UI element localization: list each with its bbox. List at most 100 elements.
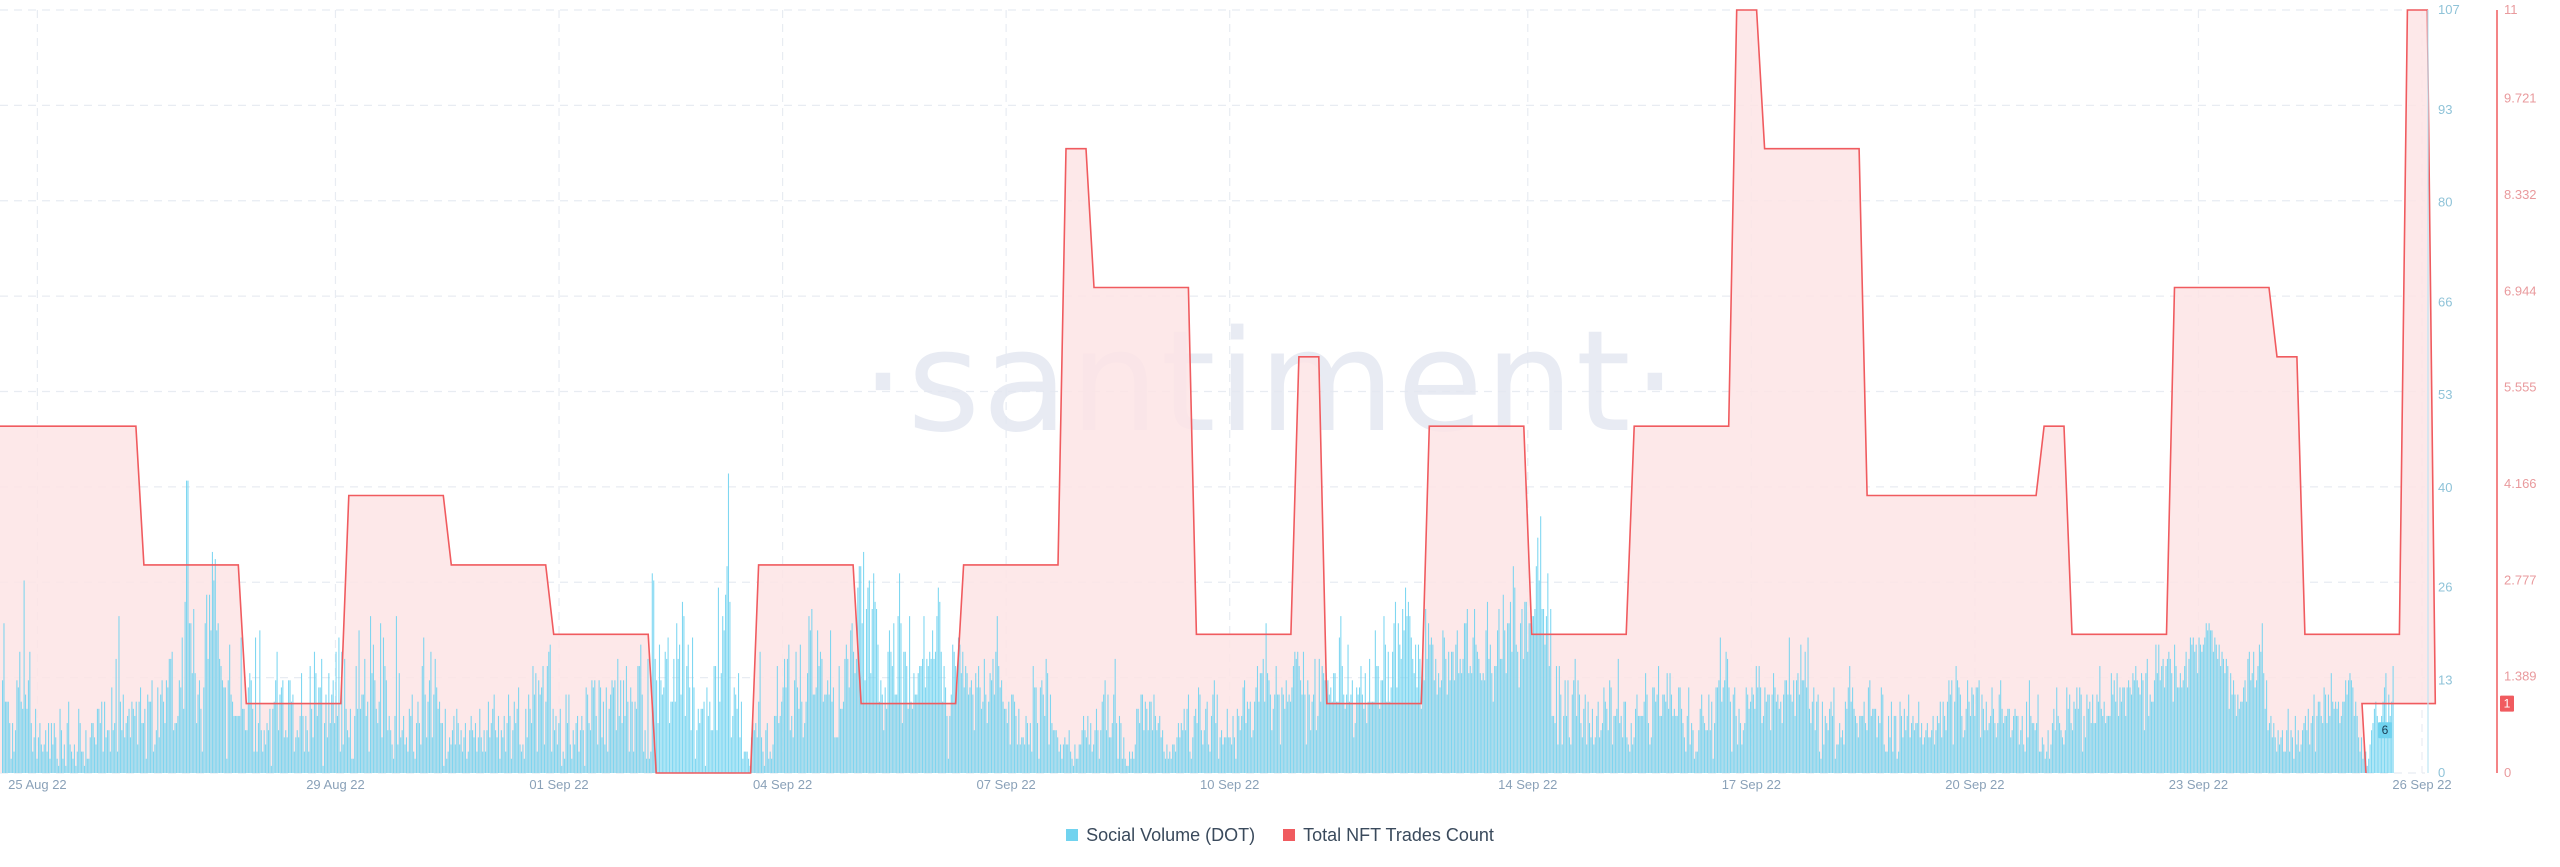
social-volume-bar (253, 751, 255, 773)
social-volume-bar (2322, 723, 2324, 773)
social-volume-bar (923, 616, 925, 773)
social-volume-bar (1794, 715, 1796, 773)
social-volume-bar (785, 687, 787, 773)
social-volume-bar (1167, 758, 1169, 773)
social-volume-bar (430, 651, 432, 773)
social-volume-bar (1014, 701, 1016, 773)
social-volume-bar (2360, 737, 2363, 773)
social-volume-bar (1653, 687, 1655, 773)
social-volume-bar (1656, 694, 1658, 773)
social-volume-bar (870, 673, 872, 773)
social-volume-bar (1767, 694, 1769, 773)
social-volume-bar (2113, 680, 2115, 773)
social-volume-bar (2115, 701, 2117, 773)
social-volume-bar (1461, 673, 1463, 773)
social-volume-bar (43, 744, 45, 773)
social-volume-bar (1095, 708, 1098, 773)
social-volume-bar (40, 744, 42, 773)
social-volume-bar (249, 673, 251, 773)
social-volume-bar (221, 680, 224, 773)
social-volume-bar (2149, 694, 2151, 773)
x-tick-label: 17 Sep 22 (1722, 777, 1781, 792)
social-volume-bar (1614, 715, 1616, 773)
social-volume-bar (980, 708, 983, 773)
social-volume-bar (160, 694, 162, 773)
social-volume-bar (437, 708, 439, 773)
social-volume-bar (690, 730, 692, 773)
social-volume-bar (1423, 680, 1425, 773)
social-volume-bar (1179, 737, 1181, 773)
left-y-tick-label: 13 (2438, 672, 2452, 687)
legend-item-social-volume[interactable]: Social Volume (DOT) (1066, 825, 1255, 846)
social-volume-bar (1085, 737, 1087, 773)
social-volume-bar (451, 730, 454, 773)
social-volume-bar (2028, 680, 2030, 773)
social-volume-bar (1561, 744, 1563, 773)
social-volume-bar (1793, 680, 1795, 773)
social-volume-bar (1788, 637, 1790, 773)
social-volume-bar (2254, 687, 2256, 773)
social-volume-bar (1396, 687, 1398, 773)
social-volume-bar (1992, 708, 1995, 773)
legend-label-social-volume: Social Volume (DOT) (1086, 824, 1256, 845)
social-volume-bar (1880, 687, 1882, 773)
social-volume-bar (124, 737, 126, 773)
social-volume-bar (1773, 673, 1775, 773)
social-volume-bar (1127, 765, 1129, 773)
social-volume-bar (2279, 744, 2281, 773)
social-volume-bar (566, 723, 569, 773)
social-volume-bar (466, 758, 468, 773)
social-volume-bar (273, 701, 275, 773)
social-volume-bar (727, 473, 730, 773)
social-volume-bar (145, 758, 147, 773)
social-volume-bar (1232, 715, 1234, 773)
social-volume-bar (1216, 694, 1218, 773)
legend: Social Volume (DOT) Total NFT Trades Cou… (0, 822, 2560, 848)
social-volume-bar (1831, 715, 1834, 773)
social-volume-bar (1425, 608, 1427, 773)
social-volume-bar (183, 708, 185, 773)
social-volume-bar (459, 744, 461, 773)
social-volume-bar (506, 723, 508, 773)
social-volume-bar (1277, 694, 1279, 773)
social-volume-bar (2379, 730, 2381, 773)
social-volume-bar (1336, 701, 1338, 773)
social-volume-bar (1236, 708, 1238, 773)
social-volume-bar (1875, 708, 1877, 773)
social-volume-bar (1136, 708, 1138, 773)
social-volume-bar (316, 715, 318, 773)
social-volume-bar (17, 687, 19, 773)
social-volume-bar (391, 744, 393, 773)
legend-item-nft-trades[interactable]: Total NFT Trades Count (1283, 825, 1494, 846)
social-volume-bar (173, 730, 175, 773)
social-volume-bar (607, 751, 609, 773)
value-badges: 61 (2378, 695, 2514, 739)
social-volume-bar (1182, 730, 1184, 773)
social-volume-bar (890, 651, 892, 773)
social-volume-bar (1430, 637, 1432, 773)
social-volume-bar (1624, 701, 1627, 773)
social-volume-bar (753, 730, 755, 773)
social-volume-bar (845, 644, 847, 773)
social-volume-bar (1123, 737, 1125, 773)
social-volume-bar (1389, 701, 1391, 773)
social-volume-bar (565, 694, 567, 773)
social-volume-bar (1567, 680, 1569, 773)
social-volume-bar (306, 730, 308, 773)
social-volume-bar (1238, 715, 1240, 773)
social-volume-bar (2021, 715, 2023, 773)
social-volume-bar (1971, 687, 1973, 773)
social-volume-bar (529, 708, 531, 773)
social-volume-bar (2041, 737, 2043, 773)
social-volume-bar (2146, 658, 2148, 773)
social-volume-bar (1045, 658, 1047, 773)
social-volume-bar (319, 687, 321, 773)
social-volume-bar (2010, 737, 2012, 773)
social-volume-bar (1117, 758, 1119, 773)
social-volume-bar (440, 723, 442, 773)
social-volume-bar (748, 758, 750, 773)
social-volume-bar (260, 730, 262, 773)
social-volume-bar (252, 708, 254, 773)
social-volume-bar (2168, 651, 2170, 773)
